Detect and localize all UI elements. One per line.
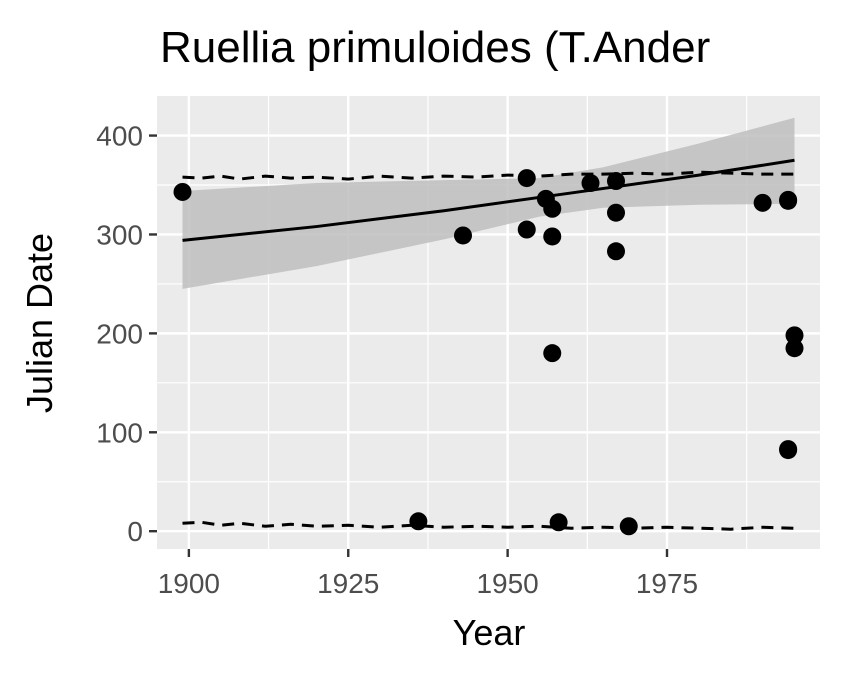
x-axis: 1900 1925 1950 1975 (158, 549, 698, 599)
data-point (753, 193, 772, 212)
data-point (581, 174, 600, 193)
y-tick-label: 400 (96, 121, 143, 152)
x-tick-label: 1950 (476, 568, 538, 599)
x-tick-label: 1900 (158, 568, 220, 599)
chart-title: Ruellia primuloides (T.Ander (160, 23, 710, 72)
x-axis-title: Year (453, 612, 526, 653)
y-tick-label: 300 (96, 219, 143, 250)
data-point (779, 441, 798, 460)
y-axis: 0 100 200 300 400 (96, 121, 157, 547)
data-point (785, 339, 804, 358)
data-point (173, 182, 192, 201)
data-point (543, 227, 562, 246)
x-tick-label: 1925 (317, 568, 379, 599)
x-tick-label: 1975 (636, 568, 698, 599)
dashed-lower-line (182, 520, 795, 531)
points-layer (173, 169, 804, 536)
y-tick-label: 0 (127, 516, 143, 547)
data-point (517, 220, 536, 239)
dashed-lines-layer (182, 170, 795, 531)
y-axis-title: Julian Date (19, 233, 60, 413)
trend-line (182, 158, 795, 242)
data-point (607, 242, 625, 261)
y-tick-label: 200 (96, 318, 143, 349)
data-point (543, 199, 562, 218)
data-point (454, 226, 472, 245)
data-point (517, 169, 536, 188)
dashed-upper-line (182, 170, 795, 181)
data-point (409, 512, 428, 531)
data-point (607, 172, 625, 191)
data-point (543, 344, 562, 363)
trend-line-layer (182, 158, 795, 242)
data-point (779, 191, 798, 210)
data-point (549, 513, 568, 532)
y-tick-label: 100 (96, 417, 143, 448)
data-point (607, 203, 625, 222)
data-point (619, 517, 638, 536)
data-point (785, 326, 804, 345)
